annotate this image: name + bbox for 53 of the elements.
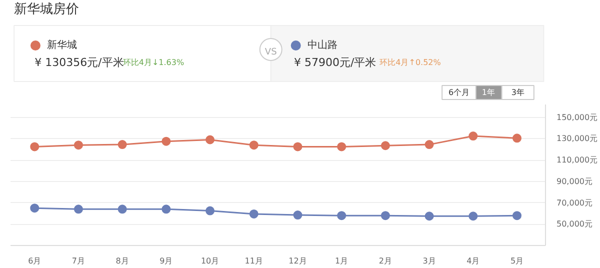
point (118, 140, 127, 150)
x-tick-label: 11月 (244, 256, 263, 266)
x-tick-label: 2月 (378, 256, 392, 266)
point (293, 210, 302, 220)
point (424, 212, 434, 221)
x-tick-label: 7月 (72, 256, 86, 266)
chart-title: 新华城房价 (14, 1, 80, 17)
point (424, 140, 434, 150)
y-tick-label: 70,000元 (556, 198, 592, 208)
text: 6个月 (448, 88, 470, 97)
point (337, 142, 346, 152)
point (74, 140, 83, 150)
y-tick-label: 110,000元 (556, 156, 598, 165)
legend-label: 新华城 (47, 39, 78, 51)
point (74, 204, 83, 214)
x-tick-label: 8月 (116, 256, 129, 266)
x-tick-label: 1月 (335, 256, 348, 266)
text: 环比4月↓1.63% (122, 58, 184, 67)
point (380, 141, 390, 150)
point (30, 204, 40, 213)
text: ¥ 57900元/平米 (294, 56, 376, 69)
point (293, 142, 302, 152)
point (468, 212, 478, 221)
text: 3年 (511, 88, 524, 97)
y-tick-label: 150,000元 (556, 112, 598, 122)
x-tick-label: 9月 (160, 256, 173, 266)
x-tick-label: 6月 (28, 256, 42, 266)
point (249, 209, 258, 218)
point (206, 206, 215, 216)
y-tick-label: 130,000元 (556, 134, 598, 144)
x-tick-label: 3月 (422, 256, 436, 266)
point (512, 211, 522, 220)
y-tick-label: 50,000元 (556, 220, 592, 229)
text: ¥ 130356元/平米 (34, 56, 124, 69)
point (380, 211, 390, 220)
point (249, 140, 258, 150)
point (337, 211, 346, 220)
point (118, 204, 127, 214)
point (162, 136, 171, 146)
x-tick-label: 4月 (466, 256, 480, 266)
legend-label: 中山路 (307, 39, 338, 51)
y-tick-label: 90,000元 (556, 176, 592, 186)
x-tick-label: 12月 (288, 256, 307, 266)
text: VS (264, 48, 278, 58)
point (162, 204, 171, 214)
point (30, 142, 40, 152)
x-tick-label: 10月 (200, 256, 220, 266)
point (512, 134, 522, 143)
x-tick-label: 5月 (510, 256, 524, 266)
point (206, 135, 215, 144)
text: 1年 (482, 88, 495, 97)
point (468, 132, 478, 141)
text: 环比4月↑0.52% (380, 58, 442, 67)
